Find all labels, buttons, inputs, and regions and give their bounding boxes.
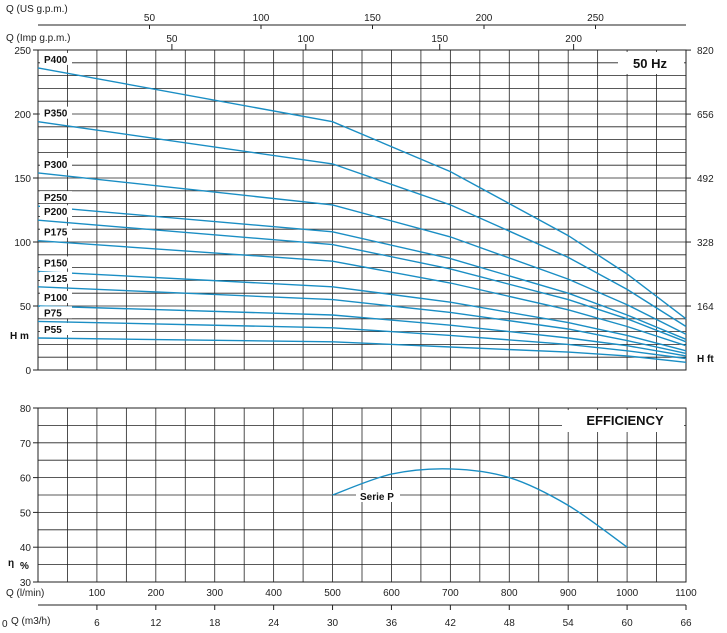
curve-label: P400 — [44, 55, 68, 66]
curve-label: P350 — [44, 109, 68, 120]
serie-p-label: Serie P — [360, 492, 394, 503]
head-curve — [37, 270, 687, 352]
head-curve — [37, 337, 687, 363]
q-m3h-tick-label: 66 — [680, 618, 692, 629]
efficiency-curve — [332, 468, 628, 548]
h-ft-tick-label: 656 — [697, 110, 714, 121]
q-lmin-tick-label: 500 — [324, 588, 341, 599]
curve-label: P100 — [44, 293, 68, 304]
head-curve — [37, 320, 687, 360]
q-m3h-tick-label: 6 — [94, 618, 100, 629]
curve-label-bg — [40, 271, 72, 284]
h-ft-tick-label: 164 — [697, 302, 714, 313]
q-imp-tick-label: 200 — [565, 34, 582, 45]
h-m-axis-label: H m — [10, 331, 29, 342]
curve-label: P150 — [44, 258, 68, 269]
head-y-tick-label: 200 — [14, 110, 31, 121]
eff-y-tick-label: 40 — [20, 543, 32, 554]
q-m3h-tick-label: 54 — [563, 618, 575, 629]
q-m3h-tick-label: 18 — [209, 618, 221, 629]
pct-label: % — [20, 561, 29, 572]
efficiency-label-box — [562, 410, 684, 432]
q-lmin-tick-label: 100 — [89, 588, 106, 599]
curve-label-bg — [40, 291, 72, 303]
curve-label: P200 — [44, 207, 68, 218]
curve-label-bg — [40, 205, 72, 218]
q-m3h-tick-label: 42 — [445, 618, 457, 629]
eff-y-tick-label: 70 — [20, 439, 32, 450]
h-ft-tick-label: 492 — [697, 174, 714, 185]
curve-label-bg — [40, 52, 72, 65]
q-m3h-tick-label: 24 — [268, 618, 280, 629]
curve-label: P75 — [44, 308, 62, 319]
q-imp-tick-label: 150 — [431, 34, 448, 45]
head-y-tick-label: 0 — [25, 366, 31, 377]
curve-label: P250 — [44, 193, 68, 204]
head-y-tick-label: 50 — [20, 302, 32, 313]
q-imp-axis-label: Q (Imp g.p.m.) — [6, 33, 70, 44]
eff-y-tick-label: 30 — [20, 578, 32, 589]
serie-label-bg — [356, 490, 400, 502]
efficiency-label: EFFICIENCY — [586, 413, 664, 428]
zero-label: 0 — [2, 619, 8, 630]
q-lmin-tick-label: 400 — [265, 588, 282, 599]
h-ft-tick-label: 820 — [697, 46, 714, 57]
q-us-tick-label: 50 — [144, 13, 156, 24]
q-m3h-tick-label: 12 — [150, 618, 162, 629]
q-lmin-tick-label: 1100 — [675, 588, 697, 599]
q-us-axis-label: Q (US g.p.m.) — [6, 4, 68, 15]
curve-label: P125 — [44, 274, 68, 285]
head-curve — [37, 205, 687, 340]
freq-label-box — [618, 52, 684, 74]
head-curve — [37, 286, 687, 355]
eff-y-tick-label: 60 — [20, 474, 32, 485]
curve-label: P55 — [44, 325, 62, 336]
eff-y-tick-label: 50 — [20, 508, 32, 519]
h-ft-tick-label: 328 — [697, 238, 714, 249]
curve-label-bg — [40, 191, 72, 204]
head-curve — [37, 240, 687, 347]
q-us-tick-label: 150 — [364, 13, 381, 24]
q-us-tick-label: 250 — [587, 13, 604, 24]
head-curve — [37, 121, 687, 328]
head-curve — [37, 67, 687, 320]
h-ft-axis-label: H ft — [697, 354, 714, 365]
head-y-tick-label: 250 — [14, 46, 31, 57]
curve-label: P300 — [44, 160, 68, 171]
q-lmin-tick-label: 300 — [206, 588, 223, 599]
head-y-tick-label: 100 — [14, 238, 31, 249]
eta-label: η — [8, 558, 14, 569]
curve-label-bg — [40, 157, 72, 170]
curve-label: P175 — [44, 228, 68, 239]
q-m3h-tick-label: 36 — [386, 618, 398, 629]
q-lmin-tick-label: 800 — [501, 588, 518, 599]
head-curve — [37, 305, 687, 357]
q-m3h-tick-label: 30 — [327, 618, 339, 629]
curve-label-bg — [40, 306, 72, 319]
q-lmin-tick-label: 700 — [442, 588, 459, 599]
curve-label-bg — [40, 256, 72, 269]
q-us-tick-label: 200 — [476, 13, 493, 24]
q-lmin-tick-label: 600 — [383, 588, 400, 599]
q-m3h-axis-label: Q (m3/h) — [11, 616, 50, 627]
q-us-tick-label: 100 — [253, 13, 270, 24]
q-m3h-tick-label: 60 — [622, 618, 634, 629]
eff-y-tick-label: 80 — [20, 404, 32, 415]
q-lmin-tick-label: 1000 — [616, 588, 639, 599]
head-y-tick-label: 150 — [14, 174, 31, 185]
q-m3h-tick-label: 48 — [504, 618, 516, 629]
q-imp-tick-label: 100 — [297, 34, 314, 45]
curve-label-bg — [40, 225, 72, 238]
curve-label-bg — [40, 106, 72, 119]
head-curve — [37, 219, 687, 343]
q-lmin-axis-label: Q (l/min) — [6, 588, 44, 599]
freq-label: 50 Hz — [633, 56, 667, 71]
q-lmin-tick-label: 200 — [147, 588, 164, 599]
q-imp-tick-label: 50 — [166, 34, 178, 45]
head-curve — [37, 172, 687, 335]
curve-label-bg — [40, 323, 72, 335]
q-lmin-tick-label: 900 — [560, 588, 577, 599]
